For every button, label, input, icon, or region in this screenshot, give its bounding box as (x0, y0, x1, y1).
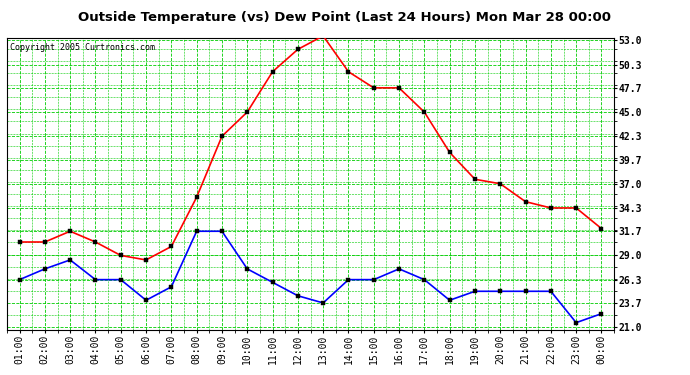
Text: Outside Temperature (vs) Dew Point (Last 24 Hours) Mon Mar 28 00:00: Outside Temperature (vs) Dew Point (Last… (79, 11, 611, 24)
Text: Copyright 2005 Curtronics.com: Copyright 2005 Curtronics.com (10, 44, 155, 52)
